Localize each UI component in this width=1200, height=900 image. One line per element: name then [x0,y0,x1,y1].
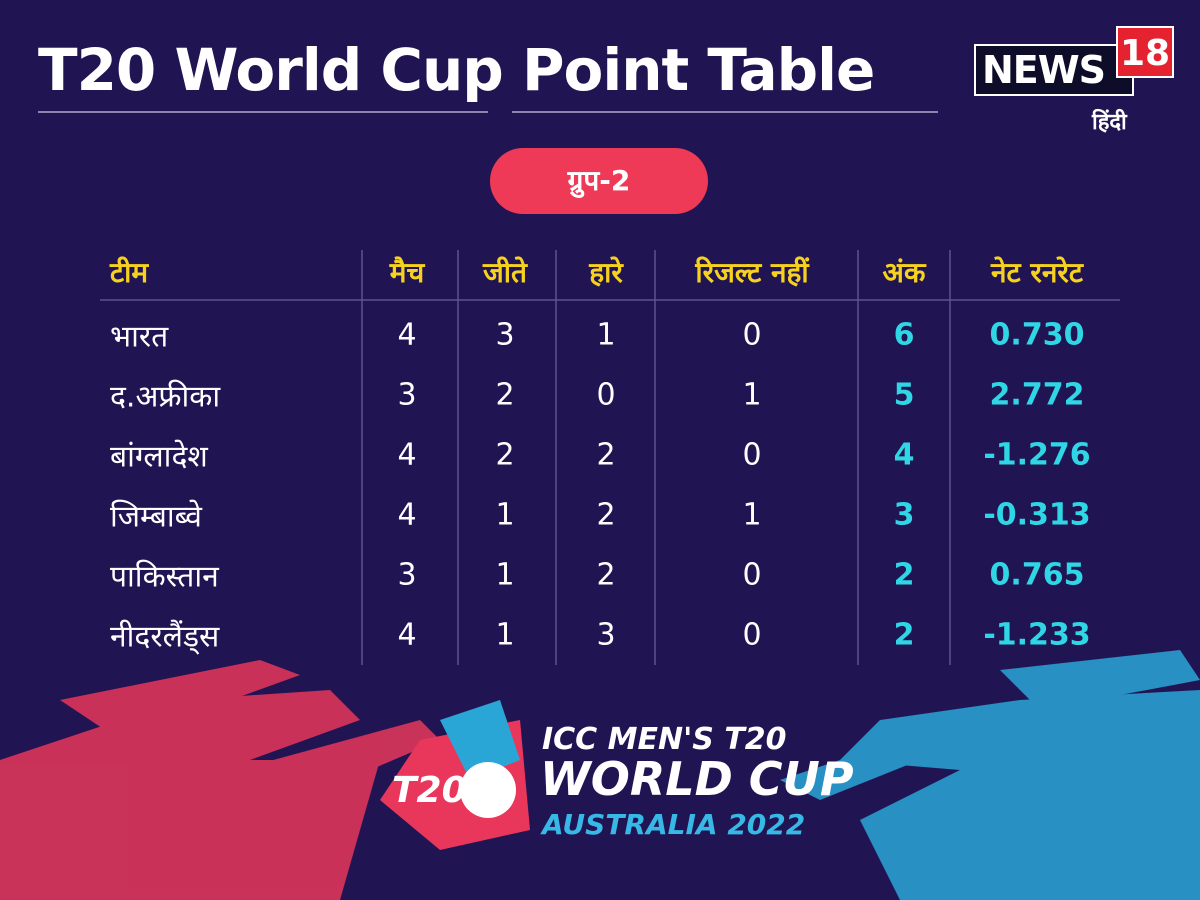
table-cell: 4 [893,437,915,473]
column-header: रिजल्ट नहीं [695,256,809,289]
table-cell: -1.233 [983,617,1091,653]
table-cell: 6 [893,317,915,353]
footer-line: ICC MEN'S T20 [542,722,787,757]
table-cell: 3 [495,317,515,353]
table-cell: 3 [893,497,915,533]
table-cell: 0 [742,437,762,473]
logo-box [974,44,1134,96]
team-name: द.अफ्रीका [110,379,221,415]
table-cell: 2 [596,557,616,593]
column-header: नेट रनरेट [991,256,1083,289]
table-cell: 1 [596,317,616,353]
table-cell: 2 [596,497,616,533]
table-cell: 2 [495,437,515,473]
title: T20 World Cup Point Table [38,36,875,104]
logo-language: हिंदी [1092,110,1127,135]
table-cell: 4 [397,497,417,533]
logo-brand: NEWS [982,48,1106,92]
column-header: टीम [110,256,149,289]
table-cell: 0 [596,377,616,413]
team-name: बांग्लादेश [110,439,208,475]
footer-line: WORLD CUP [540,752,854,806]
table-cell: 1 [742,377,762,413]
column-header: अंक [882,256,926,289]
group-pill: ग्रुप-2 [490,148,708,214]
table-cell: 1 [495,497,515,533]
table-cell: 2 [893,617,915,653]
logo-number: 18 [1116,26,1174,78]
blue-brush [780,650,1200,900]
column-header: मैच [389,256,425,289]
table-cell: 1 [495,617,515,653]
table-cell: 3 [397,557,417,593]
team-name: पाकिस्तान [110,559,219,595]
table-cell: 4 [397,437,417,473]
column-header: जीते [483,256,527,289]
team-name: भारत [110,319,169,355]
table-cell: 3 [397,377,417,413]
table-cell: 2 [596,437,616,473]
table-cell: 5 [893,377,915,413]
table-cell: 2.772 [989,377,1085,413]
table-cell: 0 [742,617,762,653]
pink-brush [0,660,440,900]
team-name: जिम्बाब्वे [110,499,202,535]
table-cell: -1.276 [983,437,1091,473]
table-cell: 4 [397,617,417,653]
table-cell: 1 [742,497,762,533]
column-dividers [361,250,951,665]
emblem-text: T20 [392,770,467,811]
table-cell: 3 [596,617,616,653]
table-cell: 0.765 [989,557,1085,593]
table-cell: 0 [742,557,762,593]
table-cell: 2 [893,557,915,593]
table-cell: 0.730 [989,317,1085,353]
table-cell: 1 [495,557,515,593]
t20-emblem [380,700,530,850]
table-cell: 2 [495,377,515,413]
footer-line: AUSTRALIA 2022 [542,808,806,841]
column-header: हारे [589,256,623,289]
team-name: नीदरलैंड्स [110,619,220,655]
table-cell: 4 [397,317,417,353]
table-cell: -0.313 [983,497,1091,533]
table-cell: 0 [742,317,762,353]
